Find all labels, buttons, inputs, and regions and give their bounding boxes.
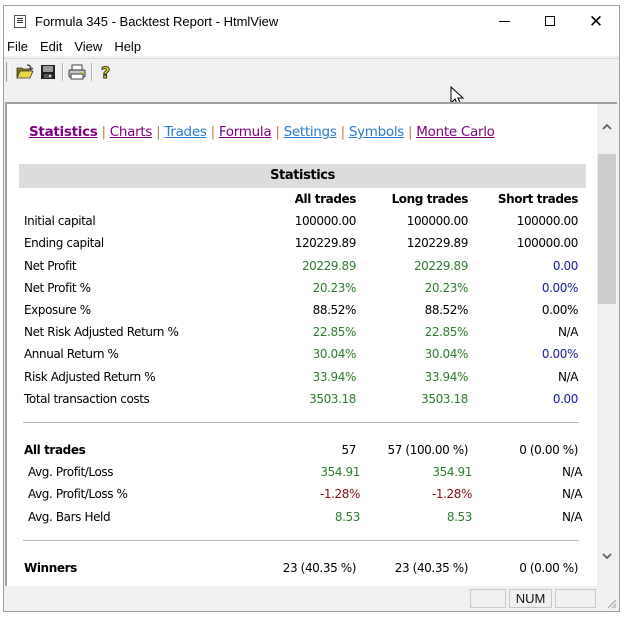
chevron-up-icon [602,123,612,130]
save-button[interactable] [38,62,58,82]
help-question-icon: ? [101,63,111,81]
report-view[interactable]: Statistics | Charts | Trades | Formula | Setting… [5,102,617,586]
chevron-down-icon [602,552,612,559]
minimize-button[interactable] [481,6,527,36]
table-row: Exposure % 88.52% 88.52% 0.00% [24,303,578,318]
menu-file[interactable]: File [7,38,28,54]
open-folder-icon [16,64,34,79]
table-row: Avg. Profit/Loss % -1.28% -1.28% N/A [28,487,582,502]
menu-view[interactable]: View [74,38,103,54]
nav-link-statistics[interactable]: Statistics [29,124,98,140]
print-icon [68,64,86,80]
status-pane-num: NUM [509,589,552,608]
window-title: Formula 345 - Backtest Report - HtmlView [35,13,279,29]
nav-link-charts[interactable]: Charts [109,124,153,140]
status-pane-1 [470,589,506,608]
table-row: Avg. Profit/Loss 354.91 354.91 N/A [28,465,582,480]
statistics-table: Statistics All trades Long trades Short … [19,164,586,579]
nav-link-settings[interactable]: Settings [283,124,337,140]
table-row: Risk Adjusted Return % 33.94% 33.94% N/A [24,369,578,384]
nav-link-symbols[interactable]: Symbols [348,124,405,140]
section-divider [23,421,579,423]
status-bar: NUM [4,587,619,611]
nav-link-trades[interactable]: Trades [164,124,207,140]
vertical-scrollbar[interactable] [597,104,617,586]
col-long-trades: Long trades [391,192,469,207]
toolbar: ? [4,58,619,103]
table-row: Net Risk Adjusted Return % 22.85% 22.85%… [24,325,578,340]
report-nav: Statistics | Charts | Trades | Formula | Setting… [29,124,495,140]
table-row: Ending capital 120229.89 120229.89 10000… [24,236,578,251]
table-row: Total transaction costs 3503.18 3503.18 … [24,391,578,406]
nav-link-formula[interactable]: Formula [218,124,272,140]
col-all-trades: All trades [294,192,357,207]
toolbar-grip[interactable] [6,62,10,82]
column-headers: All trades Long trades Short trades [19,188,586,210]
menu-help[interactable]: Help [114,38,142,54]
scroll-thumb[interactable] [598,154,616,304]
table-row: Winners 23 (40.35 %) 23 (40.35 %) 0 (0.0… [24,560,578,575]
table-row: Annual Return % 30.04% 30.04% 0.00% [24,347,578,362]
close-icon: ✕ [588,11,604,31]
statistics-title: Statistics [19,164,586,188]
table-row: Net Profit % 20.23% 20.23% 0.00% [24,280,578,295]
document-icon[interactable] [14,14,26,28]
scroll-down-button[interactable] [597,546,617,566]
section-divider [23,539,579,541]
resize-grip-icon[interactable] [605,597,617,609]
save-disk-icon [41,65,55,79]
svg-text:?: ? [101,63,110,81]
help-button[interactable]: ? [96,62,116,82]
app-window: Formula 345 - Backtest Report - HtmlView… [3,5,620,612]
table-row: Initial capital 100000.00 100000.00 1000… [24,214,578,229]
open-button[interactable] [15,62,35,82]
col-short-trades: Short trades [497,192,578,207]
table-row: Avg. Bars Held 8.53 8.53 N/A [28,509,582,524]
menu-edit[interactable]: Edit [39,38,63,54]
menu-bar: File Edit View Help [4,36,619,56]
maximize-icon [545,16,555,26]
toolbar-separator [91,63,93,81]
toolbar-separator [62,63,64,81]
maximize-button[interactable] [527,6,573,36]
close-button[interactable]: ✕ [573,6,619,36]
table-row: All trades 57 57 (100.00 %) 0 (0.00 %) [24,442,578,457]
scroll-up-button[interactable] [597,116,617,136]
minimize-icon [498,20,510,22]
status-pane-3 [555,589,596,608]
table-row: Net Profit 20229.89 20229.89 0.00 [24,258,578,273]
print-button[interactable] [67,62,87,82]
nav-link-monte-carlo[interactable]: Monte Carlo [416,124,495,140]
title-bar[interactable]: Formula 345 - Backtest Report - HtmlView… [4,6,619,36]
